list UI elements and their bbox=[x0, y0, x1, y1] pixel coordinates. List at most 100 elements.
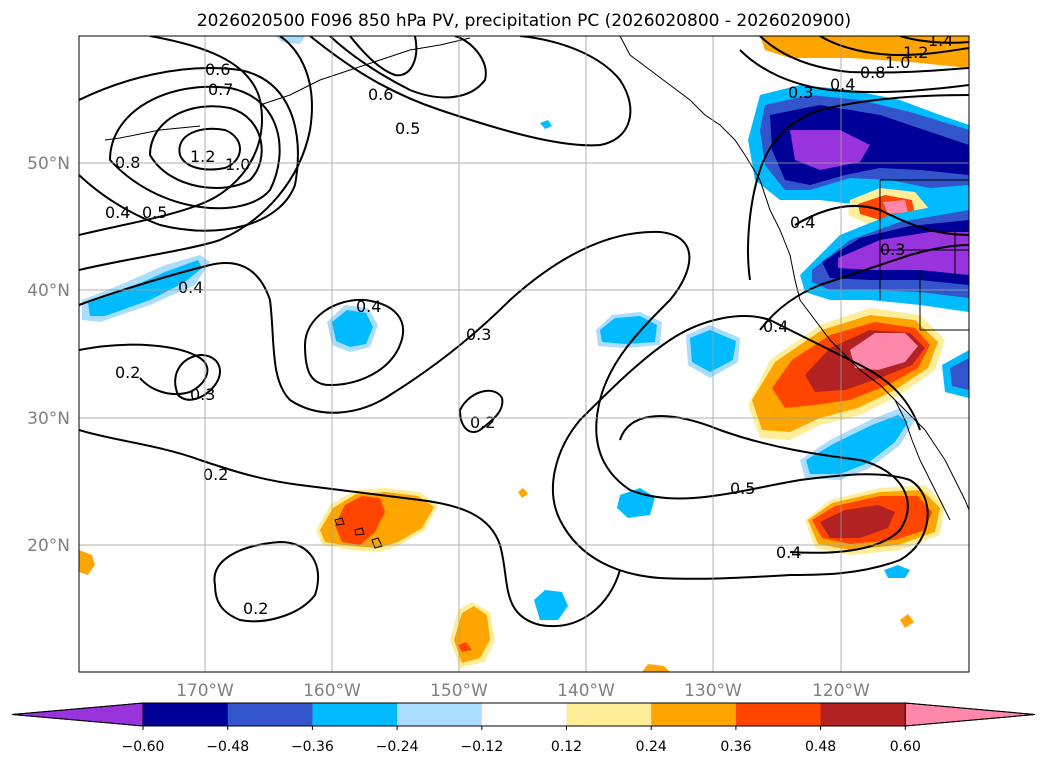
shade-blue-blob-160w-inner bbox=[332, 310, 373, 347]
colorbar: −0.60 −0.48 −0.36 −0.24 −0.12 0.12 0.24 0.36 0.4… bbox=[11, 702, 1036, 755]
lon-label: 120°W bbox=[812, 681, 870, 701]
contour-labels: 0.6 0.7 0.8 1.2 1.0 0.4 0.5 0.4 0.2 0.3 … bbox=[105, 31, 953, 618]
contour-lows-center bbox=[178, 127, 241, 171]
contour-label: 0.3 bbox=[880, 240, 905, 259]
contour-0.4-west bbox=[79, 230, 691, 414]
shade-pink-main bbox=[850, 333, 918, 370]
contour-label: 0.2 bbox=[470, 413, 495, 432]
lon-label: 170°W bbox=[176, 681, 234, 701]
map-frame bbox=[78, 35, 970, 673]
contour-label: 0.4 bbox=[178, 278, 203, 297]
contour-label: 1.0 bbox=[225, 155, 250, 174]
contour-label: 0.4 bbox=[763, 317, 788, 336]
contour-0.3-mid bbox=[552, 315, 921, 521]
contour-label: 0.4 bbox=[356, 297, 381, 316]
contour-0.4-east bbox=[759, 244, 969, 331]
contour-0.4-north-east bbox=[747, 94, 969, 281]
shade-blue-blob-137w-inner bbox=[600, 316, 657, 344]
contour-label: 0.5 bbox=[142, 203, 167, 222]
contour-label: 0.7 bbox=[208, 80, 233, 99]
contour-0.4-sw bbox=[619, 415, 909, 554]
contour-label: 1.2 bbox=[903, 43, 928, 62]
lon-label: 150°W bbox=[430, 681, 488, 701]
pv-contours bbox=[79, 36, 969, 628]
colorbar-swatch bbox=[397, 703, 483, 726]
contour-0.6-ne bbox=[739, 49, 969, 94]
colorbar-swatch bbox=[566, 703, 652, 726]
contour-0.3-small-loop bbox=[174, 353, 221, 401]
shade-purple-band bbox=[838, 232, 969, 275]
shade-blue-small-146w bbox=[540, 120, 552, 129]
shade-blue-mid bbox=[806, 415, 908, 474]
colorbar-swatch bbox=[227, 703, 313, 726]
contour-0.4-loop bbox=[303, 298, 405, 387]
lat-label: 30°N bbox=[27, 409, 70, 429]
colorbar-swatch bbox=[143, 703, 229, 726]
contour-0.2-loop bbox=[213, 540, 320, 623]
shade-orange-west-edge bbox=[79, 550, 95, 575]
colorbar-tick-label: 0.36 bbox=[720, 739, 751, 755]
colorbar-swatch bbox=[735, 703, 822, 726]
contour-0.3-big bbox=[79, 343, 209, 396]
colorbar-tick-label: 0.48 bbox=[805, 739, 836, 755]
colorbar-tick-label: −0.24 bbox=[376, 739, 419, 755]
contour-label: 0.6 bbox=[205, 60, 230, 79]
contour-label: 0.4 bbox=[776, 543, 801, 562]
contour-label: 1.2 bbox=[190, 147, 215, 166]
shade-blue-small-142w bbox=[534, 590, 568, 620]
colorbar-tick-label: −0.48 bbox=[206, 739, 249, 755]
shade-orange-small-south bbox=[642, 664, 670, 672]
shade-orange-small-145w bbox=[518, 488, 528, 498]
contour-label: 0.6 bbox=[368, 85, 393, 104]
coastline-baja bbox=[894, 399, 951, 521]
contour-1.2-ne bbox=[819, 36, 969, 57]
colorbar-tick-label: −0.12 bbox=[460, 739, 503, 755]
shade-blue-small-112w bbox=[884, 565, 910, 578]
shade-darkred-sw bbox=[820, 505, 895, 538]
contour-1.4-ne bbox=[899, 36, 969, 44]
colorbar-tick-label: −0.36 bbox=[291, 739, 334, 755]
contour-lows-ring-2 bbox=[148, 105, 263, 189]
shade-purple-pnw bbox=[790, 130, 870, 170]
shade-red-hawaii bbox=[335, 496, 385, 545]
map-panel: 0.6 0.7 0.8 1.2 1.0 0.4 0.5 0.4 0.2 0.3 … bbox=[27, 31, 970, 701]
contour-lows-ring-3 bbox=[108, 85, 281, 210]
contour-0.8-ne bbox=[759, 36, 969, 74]
colorbar-tick-label: 0.60 bbox=[890, 739, 921, 755]
contour-alaska-a bbox=[349, 36, 418, 77]
state-borders bbox=[879, 179, 969, 331]
contour-label: 0.3 bbox=[788, 83, 813, 102]
contour-label: 0.8 bbox=[860, 63, 885, 82]
contour-0.2-west bbox=[79, 429, 621, 628]
contour-label: 0.2 bbox=[203, 465, 228, 484]
contour-label: 0.2 bbox=[243, 599, 268, 618]
lon-label: 160°W bbox=[303, 681, 361, 701]
colorbar-extend-right bbox=[904, 702, 1036, 727]
colorbar-swatch bbox=[651, 703, 737, 726]
latitude-labels: 50°N 40°N 30°N 20°N bbox=[27, 154, 70, 556]
shade-red-south bbox=[458, 642, 472, 652]
shade-orange-small-114w bbox=[900, 614, 914, 628]
contour-nw-0.5 bbox=[79, 36, 263, 236]
contour-label: 0.3 bbox=[466, 325, 491, 344]
contour-label: 0.2 bbox=[115, 363, 140, 382]
contour-label: 0.5 bbox=[395, 119, 420, 138]
shade-pink-idaho bbox=[883, 200, 908, 214]
contour-label: 0.3 bbox=[190, 385, 215, 404]
colorbar-tick-label: 0.12 bbox=[551, 739, 582, 755]
contour-label: 0.4 bbox=[105, 203, 130, 222]
colorbar-swatch bbox=[312, 703, 398, 726]
contour-label: 1.0 bbox=[885, 53, 910, 72]
colorbar-extend-left bbox=[11, 702, 144, 727]
contour-label: 0.5 bbox=[730, 479, 755, 498]
contour-0.5-sw bbox=[559, 399, 929, 580]
lon-label: 140°W bbox=[557, 681, 615, 701]
colorbar-swatch bbox=[481, 703, 567, 726]
longitude-labels: 170°W 160°W 150°W 140°W 130°W 120°W bbox=[176, 681, 870, 701]
coastline-aleutians bbox=[104, 125, 201, 141]
contour-label: 1.4 bbox=[928, 31, 953, 50]
lon-label: 130°W bbox=[684, 681, 742, 701]
colorbar-swatch bbox=[820, 703, 906, 726]
colorbar-tick-label: 0.24 bbox=[636, 739, 667, 755]
